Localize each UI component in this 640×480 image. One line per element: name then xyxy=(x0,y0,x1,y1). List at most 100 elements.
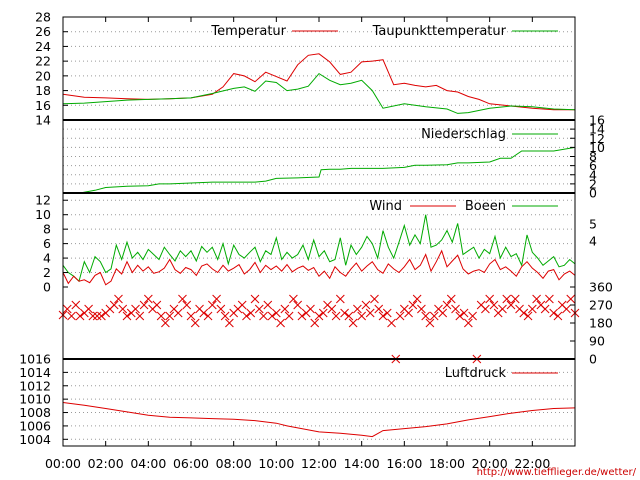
direction-point xyxy=(190,318,200,328)
direction-y-tick-label: 0 xyxy=(589,352,597,367)
direction-point xyxy=(212,294,221,304)
direction-point xyxy=(152,300,162,310)
direction-point xyxy=(225,318,234,328)
direction-point xyxy=(417,304,426,314)
direction-point xyxy=(365,308,375,318)
direction-point xyxy=(438,308,448,318)
direction-point xyxy=(540,304,550,314)
direction-point xyxy=(468,311,477,321)
direction-y-tick-label: 360 xyxy=(589,280,613,295)
precip-y-tick-label: 16 xyxy=(589,113,605,128)
series-niederschlag-line xyxy=(63,146,576,194)
pressure-y-tick-label: 1006 xyxy=(19,418,51,433)
direction-point xyxy=(67,311,76,321)
precipitation-legend: Niederschlag xyxy=(421,127,558,142)
x-tick-label: 20:00 xyxy=(472,456,508,471)
temp-y-tick-label: 26 xyxy=(35,24,51,39)
direction-point xyxy=(186,311,196,321)
direction-point xyxy=(267,311,277,321)
direction-point xyxy=(97,311,106,321)
direction-point xyxy=(378,311,388,321)
direction-point xyxy=(259,311,268,321)
direction-point xyxy=(280,304,290,314)
direction-point xyxy=(421,311,431,321)
direction-point xyxy=(353,304,362,314)
direction-point xyxy=(75,311,85,321)
wind-direction-panel: 0 90 180 270 360 xyxy=(58,280,613,367)
pressure-y-tick-label: 1010 xyxy=(19,392,51,407)
direction-point xyxy=(451,304,460,314)
direction-point xyxy=(203,311,213,321)
legend-label-boeen: Boeen xyxy=(465,199,506,214)
direction-point xyxy=(340,308,349,318)
direction-point xyxy=(459,308,469,318)
precip-y-tick-label: 0 xyxy=(589,186,597,201)
x-tick-label: 00:00 xyxy=(45,456,81,471)
direction-point xyxy=(532,294,541,304)
wind-y-tick-label: 2 xyxy=(43,265,51,280)
direction-point xyxy=(165,311,175,321)
direction-point xyxy=(318,308,328,318)
pressure-y-tick-label: 1008 xyxy=(19,405,51,420)
direction-point xyxy=(446,294,456,304)
direction-point xyxy=(527,304,537,314)
x-tick-label: 08:00 xyxy=(216,456,252,471)
precip-y-tick-label: 10 xyxy=(589,140,605,155)
direction-point xyxy=(173,308,183,318)
legend-label-wind: Wind xyxy=(369,199,402,214)
pressure-y-tick-label: 1014 xyxy=(19,365,51,380)
precip-y-tick-label: 4 xyxy=(589,167,597,182)
direction-point xyxy=(549,308,559,318)
direction-point xyxy=(71,300,81,310)
x-tick-label: 02:00 xyxy=(88,456,124,471)
direction-point xyxy=(331,311,341,321)
direction-point xyxy=(523,311,533,321)
direction-point xyxy=(293,300,303,310)
precip-y-tick-label: 6 xyxy=(589,158,597,173)
direction-point xyxy=(412,294,422,304)
direction-point xyxy=(545,294,554,304)
wind-legend: Wind Boeen xyxy=(369,199,558,214)
direction-point xyxy=(271,308,281,318)
direction-point xyxy=(442,300,452,310)
direction-point xyxy=(250,294,260,304)
direction-point xyxy=(489,300,499,310)
direction-point xyxy=(361,300,371,310)
direction-y-tick-label: 90 xyxy=(589,334,605,349)
x-tick-label: 04:00 xyxy=(130,456,166,471)
direction-point xyxy=(510,294,520,304)
wind-y-tick-label: 4 xyxy=(43,251,51,266)
wind-right-label: 5 xyxy=(589,217,597,232)
direction-point xyxy=(242,311,251,321)
direction-point xyxy=(161,318,170,328)
wind-y-tick-label: 8 xyxy=(43,222,51,237)
wind-y-tick-label: 12 xyxy=(35,193,51,208)
temperature-legend: Temperatur Taupunkttemperatur xyxy=(210,24,558,39)
direction-point xyxy=(566,294,576,304)
wind-right-label: 4 xyxy=(589,234,597,249)
footer-url-link[interactable]: http://www.tiefflieger.de/wetter/ xyxy=(477,467,637,478)
direction-point xyxy=(425,318,435,328)
direction-point xyxy=(284,311,294,321)
direction-point xyxy=(502,294,512,304)
temp-y-tick-label: 20 xyxy=(35,68,51,83)
direction-point xyxy=(118,304,128,314)
direction-point xyxy=(199,308,209,318)
direction-point xyxy=(519,308,529,318)
direction-y-tick-label: 270 xyxy=(589,298,613,313)
direction-point xyxy=(178,294,187,304)
direction-point xyxy=(374,304,384,314)
direction-point xyxy=(395,311,405,321)
pressure-legend: Luftdruck xyxy=(445,366,558,381)
pressure-y-tick-label: 1012 xyxy=(19,378,51,393)
direction-point xyxy=(156,311,166,321)
direction-point xyxy=(92,311,102,321)
x-tick-label: 18:00 xyxy=(429,456,465,471)
direction-point xyxy=(122,311,132,321)
direction-point xyxy=(88,311,98,321)
direction-point xyxy=(216,304,226,314)
pressure-y-tick-label: 1016 xyxy=(19,352,51,367)
